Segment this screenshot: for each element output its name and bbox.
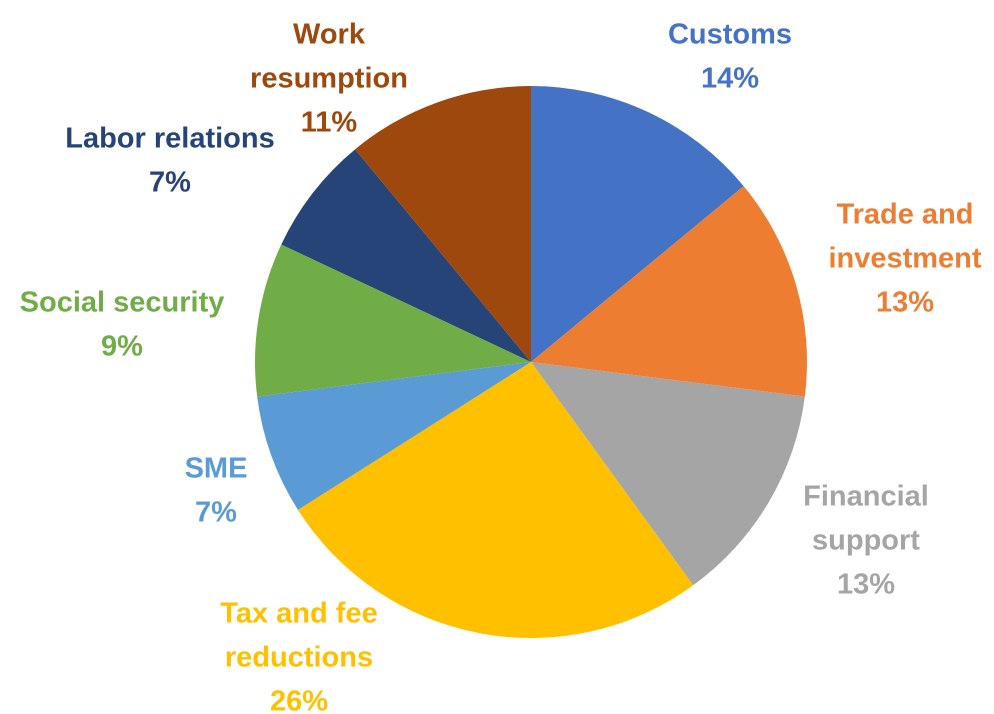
slice-category-label: resumption [250, 63, 408, 95]
pie-slice-labor-relations [281, 149, 531, 362]
slice-percent-label: 13% [837, 569, 895, 601]
pie-labels: Customs 14%Trade and investment 13%Financia… [20, 19, 982, 714]
slice-label-customs: Customs 14% [668, 19, 792, 95]
slice-category-label: Labor relations [65, 123, 275, 155]
slice-percent-label: 7% [195, 497, 237, 529]
slice-label-financial-support: Financial support 13% [803, 481, 929, 601]
slice-label-trade-and-investment: Trade and investment 13% [828, 199, 981, 319]
slice-percent-label: 13% [876, 287, 934, 319]
slice-category-label: Financial [803, 481, 929, 513]
slice-category-label: investment [828, 243, 981, 275]
slice-percent-label: 14% [701, 63, 759, 95]
slice-label-tax-and-fee-reductions: Tax and fee reductions 26% [220, 598, 377, 714]
slice-category-label: SME [185, 453, 248, 485]
slice-category-label: Work [293, 19, 366, 51]
slice-label-social-security: Social security 9% [20, 287, 225, 363]
slice-label-work-resumption: Work resumption 11% [250, 19, 408, 139]
slice-category-label: Social security [20, 287, 225, 319]
slice-percent-label: 11% [301, 107, 358, 139]
pie-slice-trade-and-investment [531, 186, 807, 397]
slice-category-label: support [812, 525, 920, 557]
slice-percent-label: 9% [101, 331, 143, 363]
pie-slice-tax-and-fee-reductions [297, 362, 694, 638]
pie-slice-work-resumption [355, 86, 531, 362]
slice-category-label: Tax and fee [220, 598, 377, 630]
pie-slice-financial-support [531, 362, 805, 586]
slice-label-labor-relations: Labor relations 7% [65, 123, 275, 199]
pie-slice-sme [257, 362, 531, 510]
pie-slices [255, 86, 807, 638]
slice-label-sme: SME 7% [185, 453, 248, 529]
pie-slice-social-security [255, 244, 532, 397]
slice-percent-label: 26% [270, 686, 328, 714]
slice-category-label: reductions [225, 642, 373, 674]
slice-category-label: Trade and [837, 199, 974, 231]
slice-percent-label: 7% [149, 167, 191, 199]
pie-slice-customs [531, 86, 744, 362]
slice-category-label: Customs [668, 19, 792, 51]
